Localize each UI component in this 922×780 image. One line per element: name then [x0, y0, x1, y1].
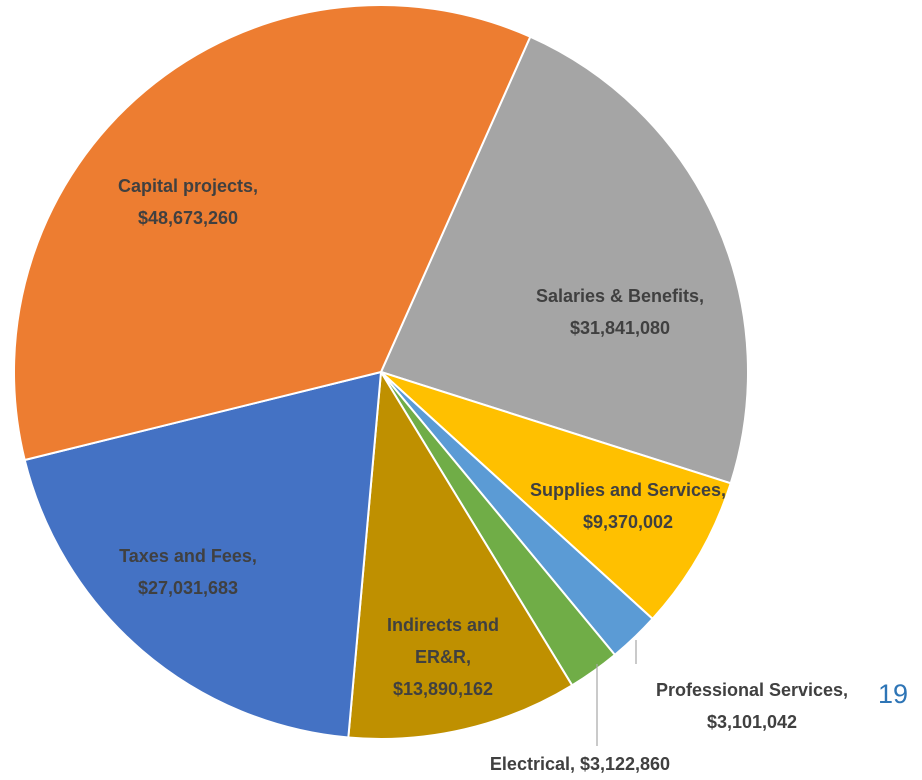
- data-label: Professional Services,: [656, 680, 848, 700]
- data-label: ER&R,: [415, 647, 471, 667]
- pie-slice: [379, 35, 749, 485]
- data-label: Supplies and Services,: [530, 480, 726, 500]
- page-number: 19: [878, 679, 908, 709]
- data-label: $3,101,042: [707, 712, 797, 732]
- pie-slice: [347, 368, 574, 740]
- data-label: $9,370,002: [583, 512, 673, 532]
- pie-slice: [23, 370, 383, 739]
- data-label: $31,841,080: [570, 318, 670, 338]
- data-label: $13,890,162: [393, 679, 493, 699]
- data-label: $27,031,683: [138, 578, 238, 598]
- data-label: Indirects and: [387, 615, 499, 635]
- data-label: $48,673,260: [138, 208, 238, 228]
- data-label: Salaries & Benefits,: [536, 286, 704, 306]
- data-label: Taxes and Fees,: [119, 546, 257, 566]
- pie-slice: [380, 371, 732, 621]
- data-label: Electrical, $3,122,860: [490, 754, 670, 774]
- data-label: Capital projects,: [118, 176, 258, 196]
- pie-slice: [13, 4, 532, 462]
